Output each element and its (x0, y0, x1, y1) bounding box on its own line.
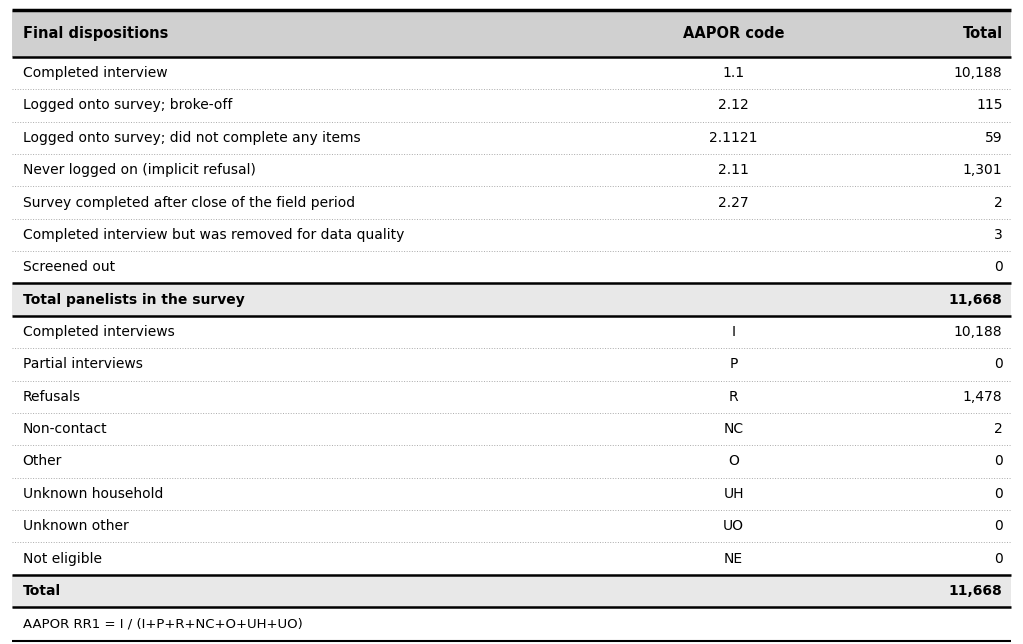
Bar (12, 542, 1011, 574)
Bar (12, 381, 1011, 413)
Text: Total: Total (963, 26, 1003, 41)
Text: 2: 2 (993, 196, 1003, 209)
Text: 2.12: 2.12 (718, 99, 749, 113)
Text: Not eligible: Not eligible (23, 551, 101, 565)
Text: NE: NE (724, 551, 744, 565)
Bar (12, 186, 1011, 219)
Text: NC: NC (723, 422, 744, 436)
Bar (12, 316, 1011, 348)
Text: 0: 0 (993, 260, 1003, 274)
Text: Completed interview but was removed for data quality: Completed interview but was removed for … (23, 228, 404, 242)
Bar (12, 251, 1011, 283)
Text: 2.11: 2.11 (718, 163, 749, 177)
Text: Logged onto survey; did not complete any items: Logged onto survey; did not complete any… (23, 131, 360, 145)
Text: 0: 0 (993, 519, 1003, 533)
Bar (12, 445, 1011, 478)
Text: Other: Other (23, 455, 61, 468)
Text: Never logged on (implicit refusal): Never logged on (implicit refusal) (23, 163, 256, 177)
Text: UH: UH (723, 487, 744, 501)
Bar (12, 10, 1011, 57)
Text: 115: 115 (976, 99, 1003, 113)
Text: 0: 0 (993, 487, 1003, 501)
Text: 10,188: 10,188 (953, 66, 1003, 80)
Bar (12, 154, 1011, 186)
Bar (12, 348, 1011, 381)
Bar (12, 283, 1011, 316)
Text: Unknown other: Unknown other (23, 519, 128, 533)
Bar (12, 510, 1011, 542)
Bar (12, 57, 1011, 90)
Text: 0: 0 (993, 455, 1003, 468)
Bar (12, 122, 1011, 154)
Text: Survey completed after close of the field period: Survey completed after close of the fiel… (23, 196, 355, 209)
Text: Total panelists in the survey: Total panelists in the survey (23, 292, 244, 307)
Text: 1,478: 1,478 (963, 390, 1003, 404)
Text: 2: 2 (993, 422, 1003, 436)
Text: I: I (731, 325, 736, 339)
Text: Partial interviews: Partial interviews (23, 357, 142, 372)
Text: 1,301: 1,301 (963, 163, 1003, 177)
Text: AAPOR code: AAPOR code (683, 26, 785, 41)
Text: 2.27: 2.27 (718, 196, 749, 209)
Text: Logged onto survey; broke-off: Logged onto survey; broke-off (23, 99, 232, 113)
Bar (12, 90, 1011, 122)
Text: 11,668: 11,668 (948, 292, 1003, 307)
Text: 2.1121: 2.1121 (709, 131, 758, 145)
Text: 0: 0 (993, 357, 1003, 372)
Text: Completed interview: Completed interview (23, 66, 167, 80)
Text: 1.1: 1.1 (722, 66, 745, 80)
Text: AAPOR RR1 = I / (I+P+R+NC+O+UH+UO): AAPOR RR1 = I / (I+P+R+NC+O+UH+UO) (23, 618, 302, 630)
Text: 3: 3 (993, 228, 1003, 242)
Text: Screened out: Screened out (23, 260, 115, 274)
Text: R: R (728, 390, 739, 404)
Bar (12, 574, 1011, 607)
Text: Total: Total (23, 584, 60, 598)
Bar (12, 413, 1011, 445)
Text: Unknown household: Unknown household (23, 487, 163, 501)
Text: Non-contact: Non-contact (23, 422, 107, 436)
Bar (12, 478, 1011, 510)
Text: 0: 0 (993, 551, 1003, 565)
Text: UO: UO (723, 519, 744, 533)
Text: 10,188: 10,188 (953, 325, 1003, 339)
Text: 59: 59 (985, 131, 1003, 145)
Text: P: P (729, 357, 738, 372)
Text: Completed interviews: Completed interviews (23, 325, 174, 339)
Text: O: O (728, 455, 739, 468)
Bar (12, 219, 1011, 251)
Text: 11,668: 11,668 (948, 584, 1003, 598)
Text: Refusals: Refusals (23, 390, 81, 404)
Text: Final dispositions: Final dispositions (23, 26, 168, 41)
